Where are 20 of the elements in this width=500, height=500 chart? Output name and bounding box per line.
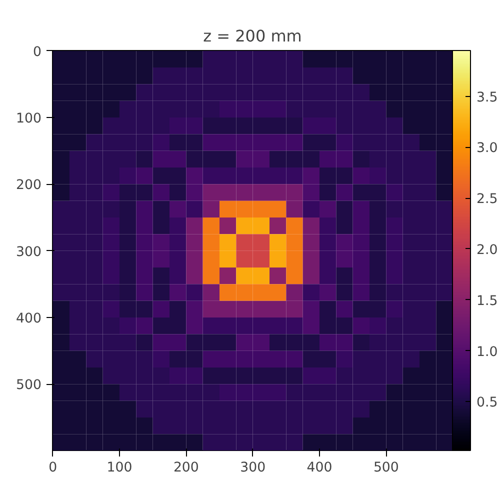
x-tick-label: 200 xyxy=(173,460,199,476)
color-bar-label: 2.5 xyxy=(476,192,498,208)
y-tick-label: 0 xyxy=(33,44,42,60)
x-tick-label: 100 xyxy=(106,460,132,476)
color-bar-label: 3.5 xyxy=(476,90,498,106)
color-bar-label: 3.0 xyxy=(476,141,498,156)
y-tick-label: 500 xyxy=(16,378,42,394)
y-tick-label: 200 xyxy=(16,178,42,194)
color-bar-label: 2.0 xyxy=(476,242,498,258)
x-tick-label: 300 xyxy=(240,460,266,476)
y-tick-label: 300 xyxy=(16,244,42,260)
chart-title: z = 200 mm xyxy=(203,26,302,46)
color-bar-label: 1.0 xyxy=(476,344,498,360)
y-tick-label: 100 xyxy=(16,112,42,126)
y-tick-label: 400 xyxy=(16,312,42,326)
x-tick-label: 0 xyxy=(48,460,58,476)
color-bar-label: 1.5 xyxy=(476,294,498,309)
color-bar-label: 0.5 xyxy=(476,396,498,411)
x-tick-label: 400 xyxy=(306,460,332,476)
x-tick-label: 500 xyxy=(373,460,399,476)
